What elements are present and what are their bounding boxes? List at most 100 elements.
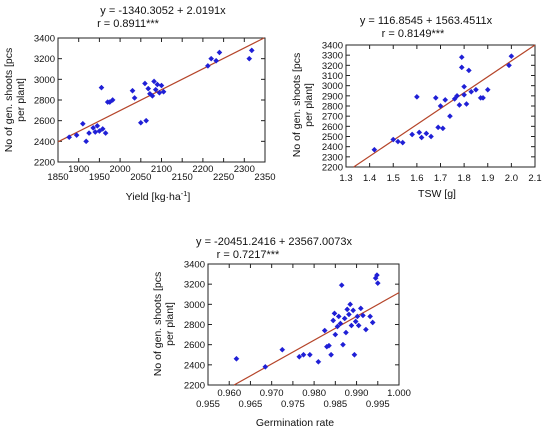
chart-germination-points: [233, 272, 381, 370]
chart-tsw-y-tick-label: 2600: [322, 122, 343, 133]
chart-yield-x-tick-label: 2100: [151, 164, 172, 175]
chart-germination-x-tick-label: 0.960: [217, 388, 241, 399]
chart-yield-data-point: [90, 125, 97, 131]
chart-tsw-data-point: [442, 97, 449, 103]
chart-tsw-y-axis-label-line1: No of gen. shoots [pcs: [291, 53, 303, 157]
chart-germination-y-tick-label: 3200: [184, 280, 205, 291]
chart-yield-regression-line: [57, 37, 265, 143]
chart-tsw-x-tick-label: 1.6: [410, 173, 423, 184]
chart-germination-x-tick-label: 0.985: [323, 399, 347, 410]
chart-yield-x-axis-label-end: ]: [187, 191, 190, 203]
chart-tsw-data-point: [473, 86, 479, 93]
chart-tsw-y-tick-label: 3100: [322, 71, 343, 82]
chart-yield-data-point: [86, 130, 92, 136]
chart-yield-ticks: [57, 37, 266, 163]
chart-germination-data-point: [363, 326, 369, 333]
chart-tsw-data-point: [439, 125, 446, 132]
chart-germination-x-tick-label: 0.970: [260, 388, 284, 399]
chart-tsw-data-point: [447, 113, 453, 120]
chart-tsw-x-tick-label: 1.3: [339, 173, 352, 184]
chart-tsw-data-point: [428, 133, 434, 140]
chart-yield-data-point: [213, 57, 220, 64]
chart-germination-data-point: [355, 322, 362, 329]
chart-germination-data-point: [367, 313, 374, 320]
chart-germination-data-point: [306, 351, 313, 358]
chart-tsw-y-tick-label: 3200: [322, 61, 343, 72]
chart-yield-y-axis-label: No of gen. shoots [pcs per plant]: [3, 48, 27, 152]
chart-germination-data-point: [346, 311, 352, 318]
chart-germination-x-tick-label: 0.990: [345, 388, 369, 399]
chart-tsw-data-point: [435, 124, 442, 131]
chart-germination-data-point: [348, 322, 355, 329]
chart-germination-regression-line: [233, 292, 400, 386]
chart-tsw-regression-line: [353, 44, 536, 168]
chart-tsw-data-point: [409, 131, 416, 138]
chart-tsw-y-axis-label: No of gen. shoots [pcs per plant]: [291, 53, 315, 157]
chart-yield-x-tick-labels: 1850 1950 2050 2150 2250 2350 1900 2000 2100 2200…: [47, 164, 275, 183]
chart-germination-data-point: [340, 341, 346, 348]
chart-tsw-x-axis-label: TSW [g]: [418, 188, 456, 200]
chart-yield-data-point: [158, 82, 165, 89]
chart-tsw-y-tick-label: 2500: [322, 132, 343, 143]
chart-yield-x-tick-label: 1850: [47, 172, 68, 183]
chart-germination-data-point: [338, 282, 345, 289]
chart-yield-y-tick-label: 3400: [34, 34, 55, 45]
chart-germination-y-tick-labels: 2200 2400 2600 2800 3000 3200 3400: [184, 260, 205, 392]
chart-yield-r: r = 0.8911***: [97, 18, 160, 30]
chart-tsw-equation: y = 116.8545 + 1563.4511x: [360, 15, 493, 27]
chart-yield-x-tick-label: 2300: [234, 164, 255, 175]
chart-germination-data-point: [328, 351, 334, 358]
chart-germination-data-point: [374, 272, 380, 278]
chart-tsw-y-tick-label: 2300: [322, 152, 343, 163]
chart-germination-x-tick-label: 1.000: [387, 388, 411, 399]
chart-tsw-data-point: [463, 101, 470, 107]
chart-germination-data-point: [331, 310, 338, 317]
chart-yield-data-point: [109, 97, 116, 103]
chart-tsw-x-tick-label: 1.8: [458, 173, 471, 184]
chart-germination-data-point: [334, 323, 341, 330]
chart-yield-x-tick-label: 1950: [89, 172, 110, 183]
chart-yield-data-point: [99, 126, 106, 132]
chart-yield-x-tick-label: 1900: [68, 164, 89, 175]
chart-tsw-data-point: [458, 54, 465, 61]
chart-yield-x-axis-label-superscript: -1: [181, 189, 188, 198]
chart-yield-data-point: [129, 87, 136, 94]
chart-germination-data-point: [369, 319, 376, 326]
chart-germination-x-tick-label: 0.955: [196, 399, 220, 410]
chart-yield-x-tick-label: 2200: [192, 164, 213, 175]
chart-yield-data-point: [94, 122, 101, 129]
chart-yield-x-axis-label-main: Yield [kg·ha: [126, 191, 181, 203]
chart-yield-data-point: [102, 130, 109, 136]
chart-yield-data-point: [216, 49, 223, 56]
chart-tsw-data-point: [456, 102, 463, 108]
chart-tsw-data-point: [418, 134, 425, 141]
chart-germination-data-point: [296, 353, 303, 360]
chart-tsw-y-tick-label: 2900: [322, 91, 343, 102]
chart-germination-data-point: [279, 346, 286, 353]
chart-yield-data-point: [143, 117, 150, 124]
chart-tsw-y-tick-label: 3000: [322, 81, 343, 92]
chart-germination-y-tick-label: 3400: [184, 260, 205, 271]
chart-germination-data-point: [374, 280, 381, 287]
chart-tsw-data-point: [395, 138, 401, 145]
chart-yield-data-point: [154, 81, 161, 88]
chart-germination-data-point: [360, 312, 366, 319]
chart-yield-plot-area: [57, 37, 266, 163]
chart-yield-data-point: [73, 132, 80, 139]
chart-tsw-x-tick-label: 1.4: [363, 173, 376, 184]
chart-tsw-x-tick-label: 2.0: [505, 173, 518, 184]
chart-germination-x-tick-label: 0.975: [281, 399, 305, 410]
chart-germination-x-axis-label: Germination rate: [256, 417, 334, 429]
chart-yield-data-point: [248, 47, 255, 54]
chart-yield-y-tick-label: 2600: [34, 116, 55, 127]
chart-germination-data-point: [233, 355, 240, 362]
chart-yield-x-axis-label: Yield [kg·ha-1]: [126, 189, 191, 203]
chart-yield-data-point: [131, 95, 138, 101]
chart-tsw-y-tick-label: 3400: [322, 41, 343, 52]
chart-tsw-x-tick-label: 2.1: [528, 173, 541, 184]
chart-tsw-data-point: [458, 64, 465, 71]
chart-tsw-y-tick-label: 2200: [322, 163, 343, 174]
chart-germination-data-point: [354, 313, 361, 320]
chart-yield-data-point: [208, 55, 215, 62]
chart-germination-data-point: [343, 329, 349, 336]
